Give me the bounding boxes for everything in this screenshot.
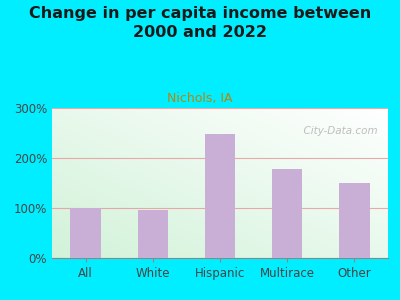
Bar — [70, 208, 101, 258]
Bar — [138, 209, 168, 258]
Text: Nichols, IA: Nichols, IA — [167, 92, 233, 104]
Text: Change in per capita income between
2000 and 2022: Change in per capita income between 2000… — [29, 6, 371, 40]
Bar — [272, 169, 302, 258]
Text: City-Data.com: City-Data.com — [297, 125, 378, 136]
Bar — [339, 183, 370, 258]
Bar — [205, 134, 235, 258]
